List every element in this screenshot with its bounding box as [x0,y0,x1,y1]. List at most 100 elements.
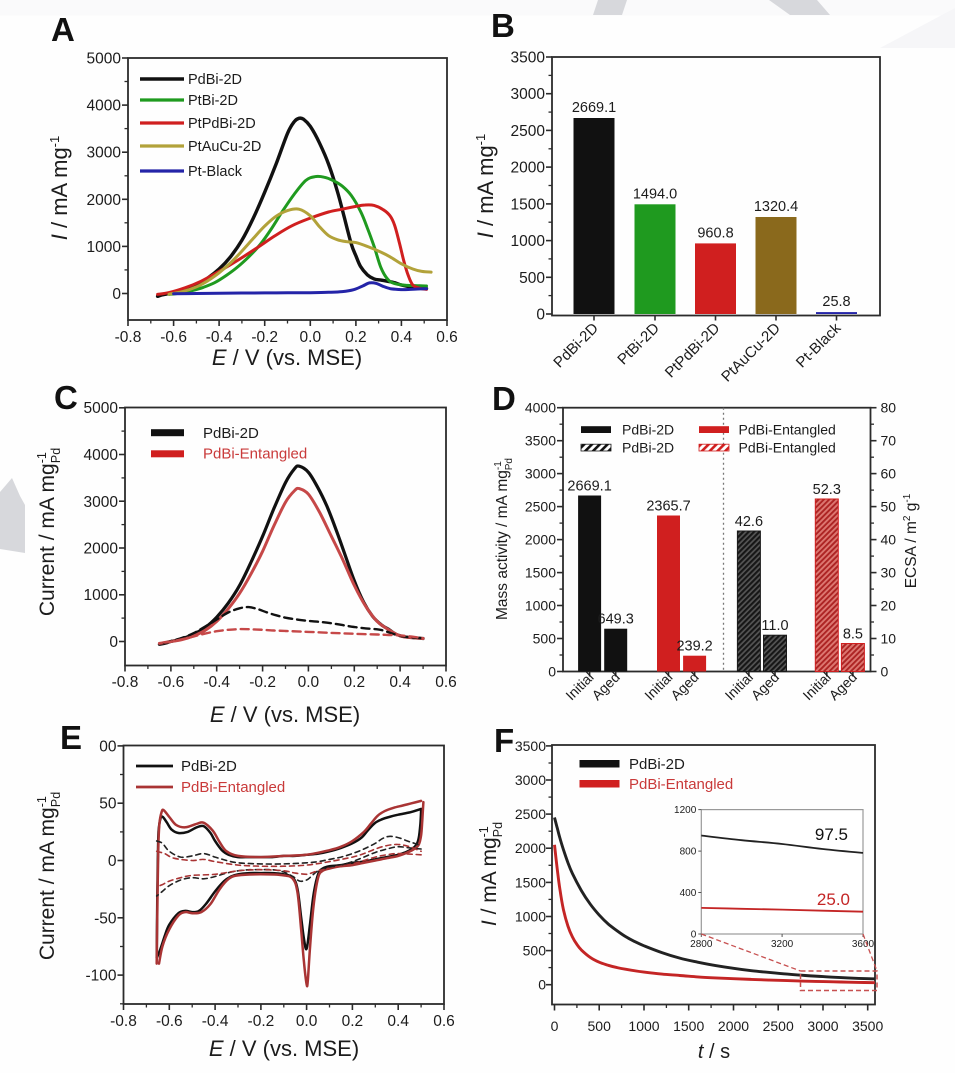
svg-text:960.8: 960.8 [697,225,733,241]
svg-text:2000: 2000 [525,532,556,548]
svg-text:1500: 1500 [511,196,546,213]
svg-text:11.0: 11.0 [761,618,788,634]
svg-text:E / V (vs. MSE): E / V (vs. MSE) [212,345,362,370]
svg-text:0.4: 0.4 [389,674,411,691]
svg-text:0.2: 0.2 [344,674,366,691]
svg-text:2800: 2800 [690,939,713,950]
svg-text:70: 70 [881,433,897,449]
svg-text:PdBi-Entangled: PdBi-Entangled [739,440,836,456]
svg-text:400: 400 [680,888,697,899]
svg-text:0: 0 [108,853,117,870]
svg-text:5000: 5000 [84,400,119,417]
svg-text:B: B [491,7,515,44]
svg-text:2500: 2500 [515,806,546,822]
svg-text:2500: 2500 [763,1018,794,1034]
svg-text:PtPdBi-2D: PtPdBi-2D [662,320,724,382]
svg-text:E / V (vs. MSE): E / V (vs. MSE) [210,702,360,727]
svg-text:2669.1: 2669.1 [572,100,616,116]
svg-text:PdBi-2D: PdBi-2D [629,756,685,773]
svg-text:25.0: 25.0 [817,890,850,909]
svg-text:52.3: 52.3 [813,482,841,498]
svg-text:Mass activity / mA mg-1Pd: Mass activity / mA mg-1Pd [493,458,515,620]
svg-text:500: 500 [533,631,557,647]
svg-text:3000: 3000 [515,772,546,788]
svg-text:50: 50 [881,499,897,515]
svg-text:-50: -50 [94,910,117,927]
svg-text:0: 0 [551,1018,559,1034]
svg-text:80: 80 [881,400,897,416]
svg-text:Initial: Initial [799,669,833,703]
svg-text:Pt-Black: Pt-Black [188,164,243,180]
svg-text:-0.8: -0.8 [112,674,139,691]
svg-text:0.2: 0.2 [345,329,367,346]
svg-text:Aged: Aged [667,669,701,703]
svg-text:PdBi-Entangled: PdBi-Entangled [181,779,285,796]
svg-text:E: E [60,719,82,756]
svg-text:ECSA / m2 g-1: ECSA / m2 g-1 [902,493,920,588]
svg-text:3500: 3500 [511,50,546,67]
svg-text:1494.0: 1494.0 [633,186,677,202]
svg-text:239.2: 239.2 [676,639,712,655]
svg-text:25.8: 25.8 [822,294,850,310]
svg-text:500: 500 [588,1018,612,1034]
svg-text:3500: 3500 [525,433,556,449]
svg-text:0: 0 [538,977,546,993]
svg-text:-100: -100 [85,968,116,985]
svg-text:-0.2: -0.2 [248,1013,275,1030]
svg-text:4000: 4000 [525,400,556,416]
svg-text:-0.4: -0.4 [206,329,233,346]
svg-text:1500: 1500 [673,1018,704,1034]
svg-text:2000: 2000 [87,192,122,209]
svg-text:5000: 5000 [87,51,122,68]
svg-text:1000: 1000 [525,598,556,614]
svg-text:0.0: 0.0 [296,1013,318,1030]
svg-text:20: 20 [881,598,897,614]
svg-text:PdBi-2D: PdBi-2D [203,425,259,442]
svg-text:-0.4: -0.4 [203,674,230,691]
svg-text:t / s: t / s [698,1041,730,1063]
svg-text:PdBi-Entangled: PdBi-Entangled [203,446,307,463]
svg-text:A: A [51,11,75,48]
svg-text:PdBi-Entangled: PdBi-Entangled [629,776,733,793]
svg-text:0.2: 0.2 [342,1013,364,1030]
svg-text:2669.1: 2669.1 [567,479,611,495]
svg-text:I / mA mg-1: I / mA mg-1 [47,136,72,240]
svg-text:3000: 3000 [87,145,122,162]
svg-text:2500: 2500 [511,123,546,140]
svg-text:97.5: 97.5 [815,825,848,844]
svg-text:4000: 4000 [84,447,119,464]
svg-text:2000: 2000 [718,1018,749,1034]
svg-text:Initial: Initial [562,669,596,703]
svg-text:8.5: 8.5 [843,627,863,643]
svg-text:Pt-Black: Pt-Black [793,319,845,371]
svg-text:3200: 3200 [771,939,794,950]
svg-text:2365.7: 2365.7 [646,499,690,515]
svg-text:C: C [54,379,78,416]
svg-text:-0.4: -0.4 [202,1013,229,1030]
svg-text:1000: 1000 [84,587,119,604]
svg-text:PdBi-2D: PdBi-2D [622,440,674,456]
svg-text:4000: 4000 [87,98,122,115]
svg-text:PtAuCu-2D: PtAuCu-2D [718,320,784,386]
svg-text:3000: 3000 [525,466,556,482]
svg-text:2500: 2500 [525,499,556,515]
svg-text:0: 0 [112,286,121,303]
svg-text:0.6: 0.6 [433,1013,455,1030]
svg-text:0: 0 [881,664,889,680]
svg-text:800: 800 [680,847,697,858]
svg-text:I / mA mg-1Pd: I / mA mg-1Pd [477,822,505,926]
svg-text:Aged: Aged [826,669,860,703]
svg-text:2000: 2000 [84,541,119,558]
svg-text:PtAuCu-2D: PtAuCu-2D [188,139,261,155]
svg-text:-0.2: -0.2 [251,329,278,346]
svg-text:3600: 3600 [852,939,875,950]
svg-text:E / V (vs. MSE): E / V (vs. MSE) [209,1036,359,1061]
svg-text:1000: 1000 [511,233,546,250]
svg-text:0.0: 0.0 [300,329,322,346]
svg-text:40: 40 [881,532,897,548]
svg-text:-0.6: -0.6 [158,674,185,691]
svg-text:I / mA mg-1: I / mA mg-1 [473,134,498,238]
svg-text:0.6: 0.6 [435,674,457,691]
svg-text:50: 50 [99,796,117,813]
svg-text:0.4: 0.4 [391,329,413,346]
